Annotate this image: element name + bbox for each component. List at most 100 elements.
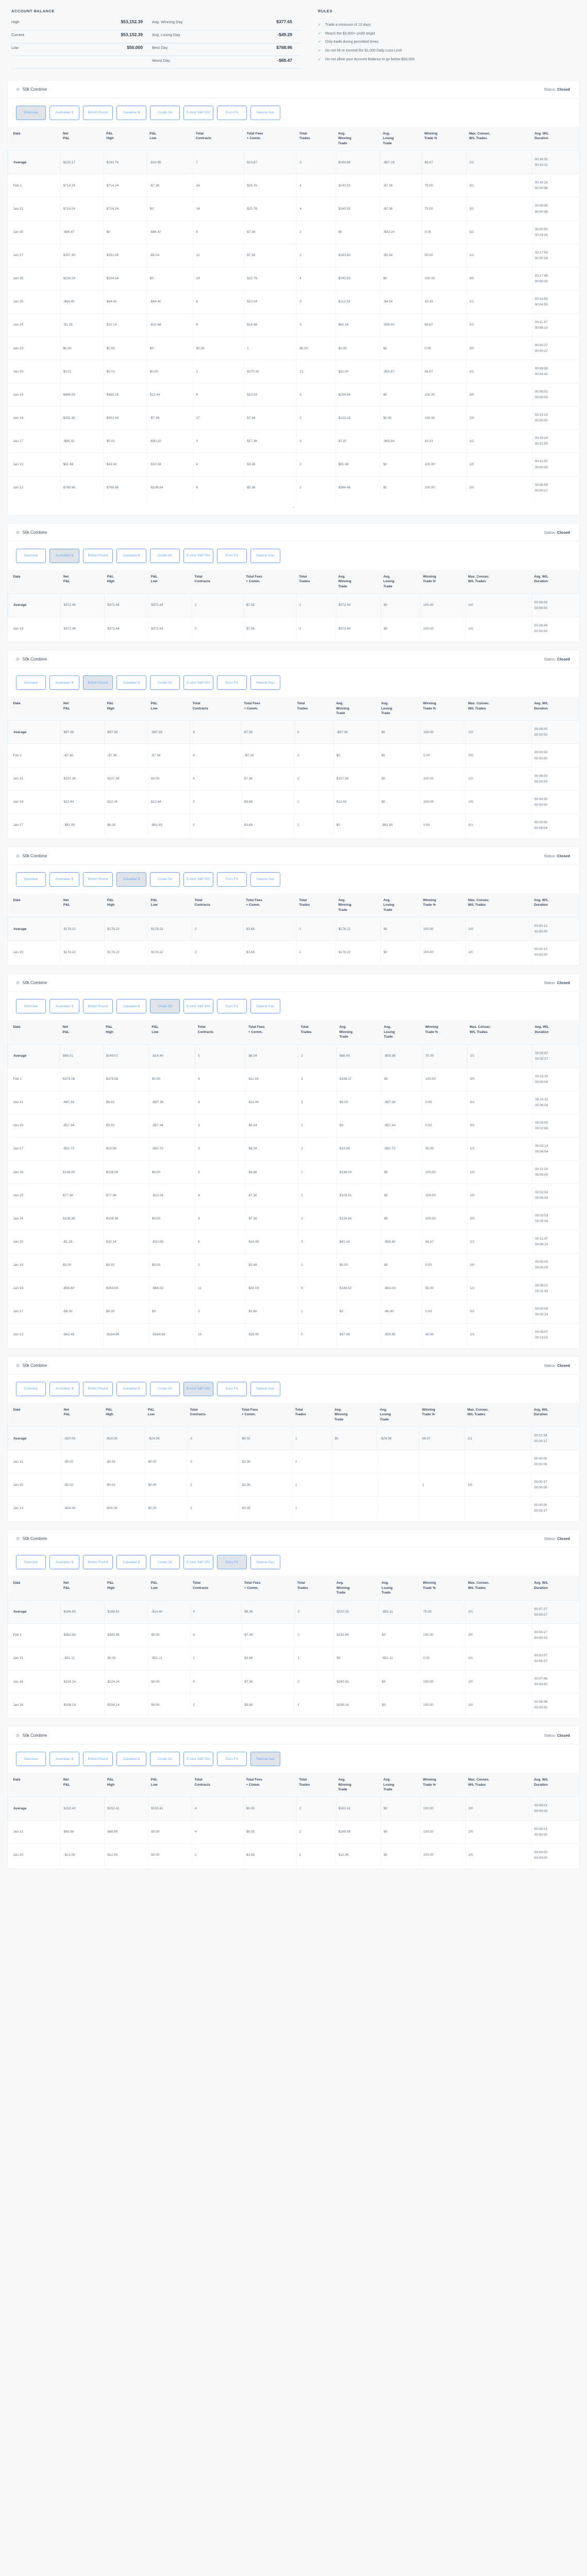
tab-crude-oil[interactable]: Crude Oil <box>150 1555 180 1570</box>
table-cell: -$86.47 <box>60 220 104 244</box>
rule-item: ✓ Only trade during permitted times <box>318 40 414 44</box>
tab-overview[interactable]: Overview <box>16 548 46 563</box>
table-cell: 2 <box>297 1137 337 1161</box>
table-cell: -$24.08 <box>61 1496 104 1520</box>
tab-british-pound[interactable]: British Pound <box>83 999 113 1014</box>
tab-crude-oil[interactable]: Crude Oil <box>150 1381 180 1396</box>
table-cell: -$12.06 <box>60 1843 105 1867</box>
tab-e-mini-s-p-500[interactable]: E-mini S&P 500 <box>183 1381 213 1396</box>
table-cell: $0.00 <box>145 1496 188 1520</box>
tab-australian[interactable]: Australian $ <box>49 1752 79 1767</box>
tab-crude-oil[interactable]: Crude Oil <box>150 548 180 563</box>
table-cell: $331.06 <box>103 406 147 430</box>
chevron-down-icon[interactable]: ⌄ <box>292 504 295 509</box>
table-row: Jan 30 -$57.44 $0.00 -$57.44 3 $8.04 2 $0 -$57.4… <box>8 1113 579 1138</box>
tab-british-pound[interactable]: British Pound <box>83 548 113 563</box>
table-cell: Jan 20 <box>8 1473 61 1497</box>
tab-e-mini-s-p-500[interactable]: E-mini S&P 500 <box>183 106 213 120</box>
tab-euro-fx[interactable]: Euro FX <box>217 872 247 887</box>
table-cell: 8 <box>193 220 244 244</box>
tab-overview[interactable]: Overview <box>16 675 46 690</box>
tab-euro-fx[interactable]: Euro FX <box>217 1381 247 1396</box>
tab-e-mini-s-p-500[interactable]: E-mini S&P 500 <box>183 548 213 563</box>
tab-euro-fx[interactable]: Euro FX <box>217 106 247 120</box>
tab-e-mini-s-p-500[interactable]: E-mini S&P 500 <box>183 1555 213 1570</box>
tab-british-pound[interactable]: British Pound <box>83 1381 113 1396</box>
tab-crude-oil[interactable]: Crude Oil <box>150 872 180 887</box>
tab-natural-gas[interactable]: Natural Gas <box>250 872 280 887</box>
tab-overview[interactable]: Overview <box>16 1381 46 1396</box>
tab-canadian[interactable]: Canadian $ <box>116 1752 146 1767</box>
tab-euro-fx[interactable]: Euro FX <box>217 548 247 563</box>
table-cell: $0 <box>378 1669 421 1693</box>
tab-crude-oil[interactable]: Crude Oil <box>150 106 180 120</box>
table-cell: 00:31:50 00:00:00 <box>531 452 579 477</box>
column-header: Date <box>8 569 61 594</box>
tab-british-pound[interactable]: British Pound <box>83 106 113 120</box>
tab-crude-oil[interactable]: Crude Oil <box>150 675 180 690</box>
tab-crude-oil[interactable]: Crude Oil <box>150 1752 180 1767</box>
tab-british-pound[interactable]: British Pound <box>83 1752 113 1767</box>
tab-natural-gas[interactable]: Natural Gas <box>250 999 280 1014</box>
summary-row-value: $50,000 <box>127 45 143 50</box>
tab-canadian[interactable]: Canadian $ <box>116 999 146 1014</box>
tab-euro-fx[interactable]: Euro FX <box>217 1555 247 1570</box>
card-header: 50k Combine Status: Closed <box>8 974 579 992</box>
tab-australian[interactable]: Australian $ <box>49 1555 79 1570</box>
tab-canadian[interactable]: Canadian $ <box>116 1555 146 1570</box>
tab-overview[interactable]: Overview <box>16 1752 46 1767</box>
rule-text: Reach the $3,000+ profit target <box>325 31 375 36</box>
tab-e-mini-s-p-500[interactable]: E-mini S&P 500 <box>183 999 213 1014</box>
tab-euro-fx[interactable]: Euro FX <box>217 999 247 1014</box>
tab-natural-gas[interactable]: Natural Gas <box>250 106 280 120</box>
tab-overview[interactable]: Overview <box>16 872 46 887</box>
tab-crude-oil[interactable]: Crude Oil <box>150 999 180 1014</box>
table-cell: 2 <box>296 243 336 267</box>
tab-australian[interactable]: Australian $ <box>49 106 79 120</box>
tab-e-mini-s-p-500[interactable]: E-mini S&P 500 <box>183 1752 213 1767</box>
status-badge: Status: Closed <box>544 87 570 92</box>
tab-euro-fx[interactable]: Euro FX <box>217 675 247 690</box>
tab-canadian[interactable]: Canadian $ <box>116 548 146 563</box>
tab-canadian[interactable]: Canadian $ <box>116 106 146 120</box>
summary-row-label: High <box>11 20 20 24</box>
tab-australian[interactable]: Australian $ <box>49 675 79 690</box>
column-header: Winning Trade % <box>420 893 466 918</box>
table-cell: -$14.40 <box>148 1044 195 1068</box>
tab-canadian[interactable]: Canadian $ <box>116 675 146 690</box>
tab-australian[interactable]: Australian $ <box>49 1381 79 1396</box>
tab-natural-gas[interactable]: Natural Gas <box>250 1381 280 1396</box>
tab-canadian[interactable]: Canadian $ <box>116 1381 146 1396</box>
table-cell: $0 <box>103 220 147 244</box>
tab-natural-gas[interactable]: Natural Gas <box>250 675 280 690</box>
tab-british-pound[interactable]: British Pound <box>83 1555 113 1570</box>
tab-overview[interactable]: Overview <box>16 999 46 1014</box>
tab-australian[interactable]: Australian $ <box>49 872 79 887</box>
table-cell: 00:11:47 00:06:10 <box>531 313 579 337</box>
table-cell: 50.00 <box>422 1276 467 1300</box>
tab-british-pound[interactable]: British Pound <box>83 872 113 887</box>
table-cell: $208.14 <box>333 1693 379 1717</box>
tab-australian[interactable]: Australian $ <box>49 548 79 563</box>
table-cell: $372.44 <box>148 593 192 617</box>
tab-e-mini-s-p-500[interactable]: E-mini S&P 500 <box>183 872 213 887</box>
status-label: Status: <box>544 1536 556 1541</box>
tab-e-mini-s-p-500[interactable]: E-mini S&P 500 <box>183 675 213 690</box>
column-header: Max. Consec. W/L Trades <box>466 127 532 151</box>
tab-british-pound[interactable]: British Pound <box>83 675 113 690</box>
table-cell: $0 <box>378 790 421 814</box>
tab-natural-gas[interactable]: Natural Gas <box>250 548 280 563</box>
table-cell: $240.53 <box>335 266 380 291</box>
tab-overview[interactable]: Overview <box>16 1555 46 1570</box>
status-dot-icon <box>16 1734 20 1738</box>
table-cell: 00:11:47 00:06:10 <box>532 1230 579 1253</box>
tab-australian[interactable]: Australian $ <box>49 999 79 1014</box>
tab-natural-gas[interactable]: Natural Gas <box>250 1752 280 1767</box>
tab-euro-fx[interactable]: Euro FX <box>217 1752 247 1767</box>
tab-overview[interactable]: Overview <box>16 106 46 120</box>
account-balance-panel: ACCOUNT BALANCE High $53,152.39 Current … <box>11 7 152 71</box>
check-icon: ✓ <box>318 49 321 53</box>
table-cell: 00:00:12 00:00:00 <box>531 917 579 941</box>
tab-canadian[interactable]: Canadian $ <box>116 872 146 887</box>
tab-natural-gas[interactable]: Natural Gas <box>250 1555 280 1570</box>
